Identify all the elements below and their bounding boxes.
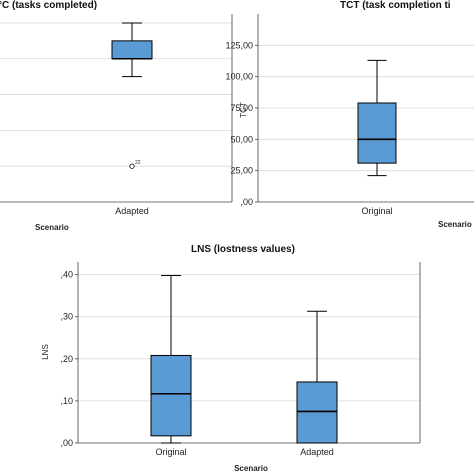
lns-y-tick-label: ,10: [60, 396, 73, 406]
tct-y-tick-label: 75,00: [230, 103, 253, 113]
lns-x-tick-adapted: Adapted: [300, 447, 334, 457]
tct-chart: TCT (task completion ti ,00 25,00 50,00 75,…: [225, 0, 474, 229]
tc-outlier-label: 22: [135, 160, 141, 166]
tct-original-box: [357, 102, 397, 164]
lns-chart-title: LNS (lostness values): [191, 244, 295, 255]
lns-y-tick-label: ,30: [60, 312, 73, 322]
tc-adapted-box: [111, 40, 153, 60]
tc-x-axis-label: Scenario: [35, 223, 69, 232]
lns-original-box: [150, 354, 192, 437]
tct-chart-title: TCT (task completion ti: [340, 0, 451, 11]
lns-adapted-box: [296, 381, 338, 444]
tct-y-tick-label: 100,00: [225, 72, 253, 82]
lns-y-tick-label: ,20: [60, 354, 73, 364]
lns-x-tick-original: Original: [155, 447, 186, 457]
tct-y-axis-label: TCT: [239, 102, 248, 118]
tct-y-tick-label: 50,00: [230, 134, 253, 144]
lns-y-tick-label: ,00: [60, 438, 73, 448]
tc-chart: °C (tasks completed) 22 Adapted Scenario: [0, 0, 233, 232]
tc-chart-title: °C (tasks completed): [0, 0, 97, 11]
tct-x-tick-original: Original: [361, 206, 392, 216]
lns-y-tick-label: ,40: [60, 270, 73, 280]
tc-x-tick-adapted: Adapted: [115, 206, 149, 216]
tct-y-tick-label: 125,00: [225, 40, 253, 50]
lns-chart: LNS (lostness values) ,00 ,10 ,20 ,30 ,40 LN…: [41, 244, 421, 473]
tct-y-tick-label: 25,00: [230, 166, 253, 176]
lns-x-axis-label: Scenario: [234, 464, 268, 473]
tc-outlier-point: [129, 163, 135, 169]
tct-y-tick-label: ,00: [240, 197, 253, 207]
tct-x-axis-label: Scenario: [438, 220, 472, 229]
lns-y-axis-label: LNS: [41, 344, 50, 360]
